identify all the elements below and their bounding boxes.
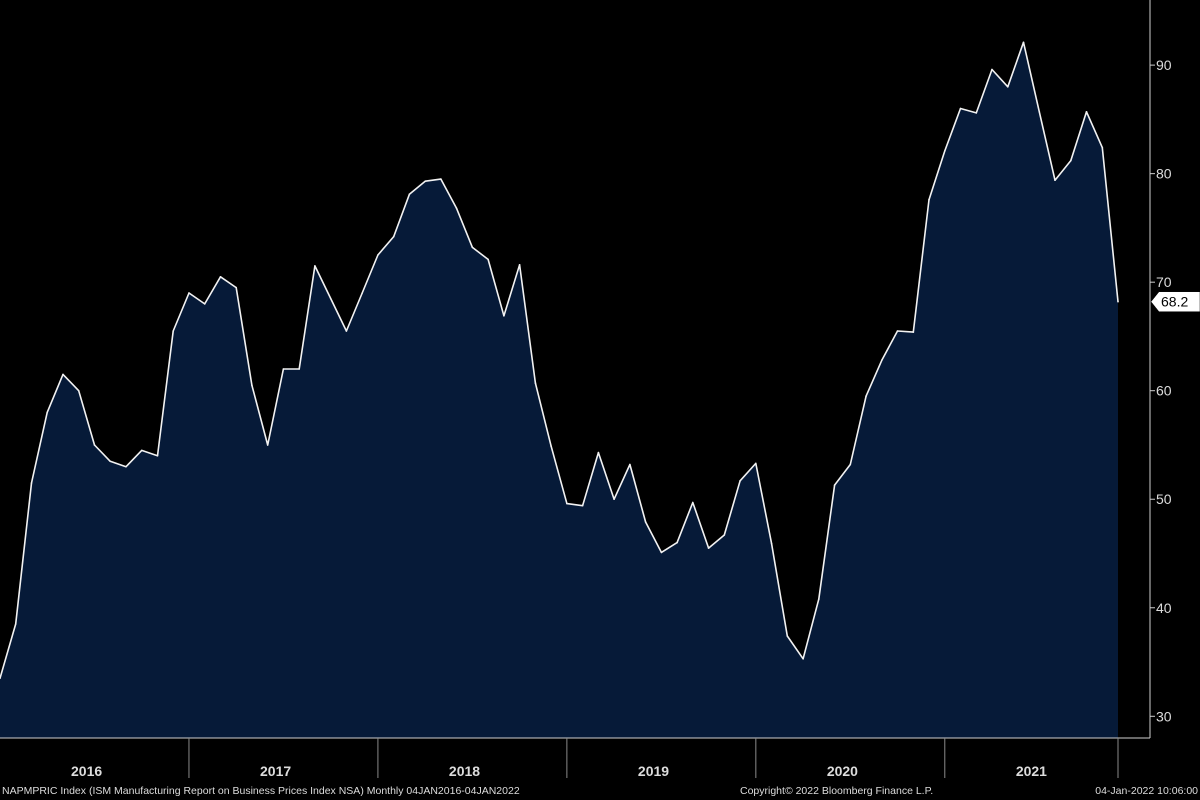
- data-point: [345, 330, 348, 332]
- data-point: [1007, 86, 1009, 88]
- data-point: [786, 635, 789, 637]
- x-tick-label: 2019: [638, 763, 669, 779]
- data-point: [550, 445, 552, 447]
- data-point: [865, 395, 867, 397]
- y-tick-label: 60: [1156, 383, 1172, 399]
- data-point: [377, 254, 379, 256]
- data-point: [660, 551, 663, 554]
- y-tick-label: 50: [1156, 491, 1172, 507]
- axis-layer: [0, 0, 1155, 778]
- x-tick-label: 2017: [260, 763, 291, 779]
- data-point: [203, 303, 206, 305]
- data-point: [282, 368, 285, 370]
- data-point: [1101, 146, 1104, 149]
- last-value-box: [1150, 291, 1200, 312]
- data-point: [1038, 111, 1041, 113]
- data-point: [298, 368, 301, 370]
- data-point: [534, 382, 537, 384]
- footer-series-description: NAPMPRIC Index (ISM Manufacturing Report…: [2, 785, 520, 797]
- data-point: [581, 504, 584, 507]
- data-point: [896, 330, 899, 332]
- data-point: [723, 534, 726, 536]
- data-point: [361, 292, 364, 294]
- data-point: [770, 542, 773, 545]
- data-point: [692, 501, 694, 504]
- data-point: [833, 484, 836, 486]
- data-point: [46, 411, 48, 414]
- data-point: [629, 463, 631, 466]
- data-point: [566, 502, 568, 505]
- data-point: [172, 330, 174, 332]
- data-point: [944, 150, 946, 152]
- data-point: [959, 107, 962, 110]
- x-tick-label: 2021: [1016, 763, 1047, 779]
- data-point: [1117, 300, 1119, 303]
- data-point: [455, 207, 458, 210]
- data-point: [251, 384, 253, 387]
- data-point: [392, 235, 395, 238]
- area-fill: [0, 42, 1118, 739]
- y-tick-label: 70: [1156, 274, 1172, 290]
- data-point: [30, 482, 33, 484]
- data-point: [975, 112, 978, 114]
- series-line: [0, 41, 1119, 679]
- data-point: [1070, 159, 1072, 162]
- data-point: [802, 658, 804, 660]
- data-point: [991, 68, 993, 71]
- x-tick-label: 2020: [827, 763, 858, 779]
- label-layer: 30 40 50 60 70 80 90 2016 2017 2018 2019 2020 2021 68…: [71, 57, 1200, 779]
- x-tick-label: 2016: [71, 763, 102, 779]
- data-point: [912, 331, 915, 333]
- data-point: [424, 180, 427, 182]
- data-point: [503, 315, 505, 317]
- data-point: [14, 623, 17, 625]
- footer-timestamp: 04-Jan-2022 10:06:00: [1095, 785, 1198, 797]
- area-layer: [0, 41, 1119, 739]
- data-point: [597, 451, 600, 454]
- data-point: [1022, 41, 1025, 44]
- data-point: [62, 373, 64, 376]
- data-point: [235, 286, 237, 289]
- data-point: [518, 264, 521, 266]
- y-tick-label: 40: [1156, 600, 1172, 616]
- footer-copyright: Copyright© 2022 Bloomberg Finance L.P.: [740, 785, 934, 797]
- footer: NAPMPRIC Index (ISM Manufacturing Report…: [0, 783, 1200, 800]
- data-point: [818, 598, 820, 600]
- data-point: [440, 178, 442, 180]
- data-point: [408, 193, 411, 196]
- y-tick-label: 90: [1156, 57, 1172, 73]
- x-tick-label: 2018: [449, 763, 480, 779]
- data-point: [219, 276, 222, 278]
- y-tick-label: 30: [1156, 708, 1172, 724]
- data-point: [93, 444, 96, 446]
- data-point: [329, 297, 332, 300]
- data-point: [1054, 179, 1056, 181]
- data-point: [707, 547, 710, 549]
- data-point: [739, 480, 741, 482]
- data-point: [109, 460, 111, 463]
- data-point: [613, 498, 615, 501]
- last-value-label: 68.2: [1161, 294, 1188, 310]
- last-value-callout: 68.2: [1150, 291, 1200, 312]
- data-point: [755, 462, 757, 465]
- data-point: [1085, 111, 1088, 113]
- data-point: [676, 541, 678, 544]
- data-point: [644, 521, 647, 523]
- data-point: [77, 389, 80, 392]
- data-point: [928, 198, 930, 201]
- data-point: [140, 449, 143, 452]
- data-point: [125, 465, 127, 468]
- data-point: [266, 444, 269, 446]
- data-point: [881, 359, 883, 362]
- data-point: [849, 463, 852, 466]
- data-point: [471, 246, 474, 249]
- data-point: [0, 677, 1, 680]
- data-point: [314, 265, 316, 267]
- data-point: [487, 258, 489, 261]
- data-point: [188, 292, 190, 294]
- data-point: [156, 455, 159, 457]
- y-tick-label: 80: [1156, 166, 1172, 182]
